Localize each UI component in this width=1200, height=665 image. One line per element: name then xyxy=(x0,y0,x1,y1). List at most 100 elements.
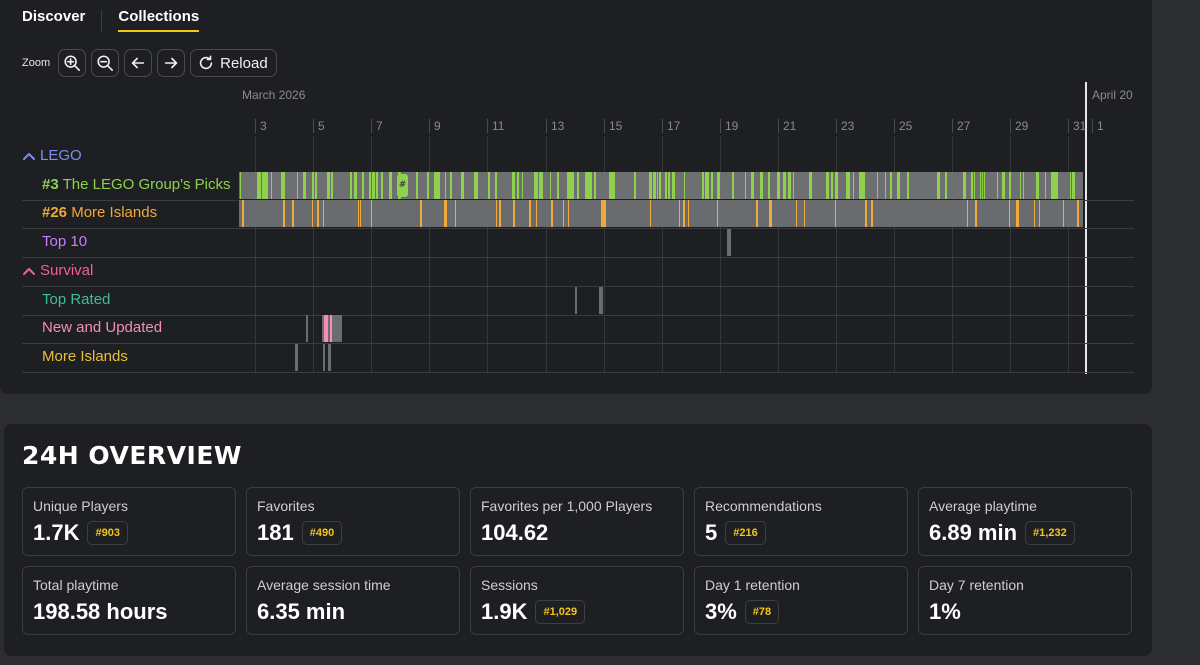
month-label: April 20 xyxy=(1092,88,1133,102)
day-tick-label: 11 xyxy=(487,119,504,133)
presence-stripe xyxy=(826,171,829,199)
day-gridline xyxy=(604,136,605,373)
presence-stripe xyxy=(311,171,314,199)
presence-stripe xyxy=(890,171,892,199)
row-divider xyxy=(22,228,1134,230)
presence-stripe xyxy=(756,200,759,228)
top-rated-mark[interactable] xyxy=(575,286,577,314)
presence-stripe xyxy=(259,171,262,199)
day-tick-label: 23 xyxy=(836,119,854,133)
day-tick-label: 1 xyxy=(1092,119,1104,133)
stat-value: 1.9K xyxy=(481,599,528,624)
rank-badge: #78 xyxy=(744,600,780,624)
presence-stripe xyxy=(541,171,544,199)
presence-stripe xyxy=(242,200,244,228)
forward-button[interactable] xyxy=(157,49,186,77)
presence-stripe xyxy=(588,171,592,199)
new-updated-mark[interactable] xyxy=(330,315,332,343)
chevron-up-icon xyxy=(23,153,35,160)
day-gridline xyxy=(662,136,663,373)
presence-stripe xyxy=(282,171,285,199)
day-gridline xyxy=(778,136,779,373)
presence-stripe xyxy=(846,171,849,199)
collection-group-toggle[interactable]: LEGO xyxy=(22,147,82,165)
presence-stripe xyxy=(500,200,502,228)
presence-stripe xyxy=(1035,171,1038,199)
presence-stripe xyxy=(358,200,360,228)
presence-stripe xyxy=(1062,200,1064,228)
stat-label: Day 7 retention xyxy=(929,577,1024,593)
presence-stripe xyxy=(296,171,298,199)
tooltip-marker[interactable]: # xyxy=(397,173,408,197)
presence-stripe xyxy=(475,171,478,199)
presence-stripe xyxy=(864,200,867,228)
day-gridline xyxy=(429,136,430,373)
presence-stripe xyxy=(907,171,909,199)
presence-stripe xyxy=(353,171,357,199)
presence-stripe xyxy=(1073,171,1075,199)
presence-stripe xyxy=(716,200,719,228)
presence-stripe xyxy=(1017,200,1020,228)
presence-stripe xyxy=(979,171,981,199)
day-tick-label: 9 xyxy=(429,119,441,133)
stat-card: Unique Players 1.7K #903 xyxy=(22,487,236,556)
stat-value: 5 xyxy=(705,520,718,545)
new-updated-mark[interactable] xyxy=(324,315,328,343)
presence-stripe xyxy=(745,171,747,199)
collection-name: The LEGO Group's Picks xyxy=(62,175,231,193)
stat-card: Total playtime 198.58 hours xyxy=(22,566,236,635)
collection-group-toggle[interactable]: Survival xyxy=(22,262,93,280)
arrow-right-icon xyxy=(164,57,178,69)
stat-value-row: 1.9K #1,029 xyxy=(481,599,586,625)
back-button[interactable] xyxy=(124,49,153,77)
zoom-in-button[interactable] xyxy=(58,49,87,77)
stat-value: 104.62 xyxy=(481,520,549,545)
day-gridline xyxy=(1010,136,1011,373)
zoom-out-button[interactable] xyxy=(91,49,120,77)
presence-stripe xyxy=(450,171,452,199)
presence-stripe xyxy=(426,171,429,199)
reload-button[interactable]: Reload xyxy=(190,49,277,77)
presence-stripe xyxy=(1033,200,1036,228)
presence-stripe xyxy=(705,171,709,199)
survival-more-islands-mark[interactable] xyxy=(328,343,331,371)
tab-collections[interactable]: Collections xyxy=(118,8,200,32)
more-islands-track[interactable] xyxy=(239,200,1083,228)
presence-stripe xyxy=(512,171,516,199)
day-tick-label: 13 xyxy=(546,119,564,133)
presence-stripe xyxy=(864,171,866,199)
rank-badge: #216 xyxy=(725,521,766,545)
presence-stripe xyxy=(540,171,542,199)
presence-stripe xyxy=(783,171,786,199)
top-rated-mark[interactable] xyxy=(599,286,603,314)
survival-more-islands-mark[interactable] xyxy=(295,343,298,371)
presence-stripe xyxy=(859,171,862,199)
presence-stripe xyxy=(658,171,662,199)
new-updated-mark[interactable] xyxy=(306,315,308,343)
presence-stripe xyxy=(570,171,573,199)
collections-timeline[interactable]: March 2026 April 20 3 5 7 9 11 13 15 17 19 21 23 25… xyxy=(0,82,1134,374)
stat-card: Favorites 181 #490 xyxy=(246,487,460,556)
day-tick-label: 21 xyxy=(778,119,796,133)
day-tick-label: 25 xyxy=(894,119,912,133)
presence-stripe xyxy=(567,200,570,228)
presence-stripe xyxy=(1008,200,1011,228)
stat-value-row: 1.7K #903 xyxy=(33,520,128,546)
presence-stripe xyxy=(683,171,686,199)
survival-more-islands-mark[interactable] xyxy=(323,343,325,371)
presence-stripe xyxy=(962,171,966,199)
lego-picks-track[interactable]: # xyxy=(239,171,1083,199)
stat-label: Day 1 retention xyxy=(705,577,800,593)
tab-discover[interactable]: Discover xyxy=(22,8,86,25)
collection-row-label: New and Updated xyxy=(42,319,162,337)
reload-label: Reload xyxy=(220,54,268,72)
top10-mark[interactable] xyxy=(727,229,731,257)
collection-row-label: #3 The LEGO Group's Picks xyxy=(42,176,231,194)
presence-stripe xyxy=(536,171,538,199)
presence-stripe xyxy=(834,171,838,199)
stat-value-row: 181 #490 xyxy=(257,520,343,546)
presence-stripe xyxy=(420,200,423,228)
presence-stripe xyxy=(1008,171,1012,199)
presence-stripe xyxy=(836,171,838,199)
stat-label: Average session time xyxy=(257,577,391,593)
